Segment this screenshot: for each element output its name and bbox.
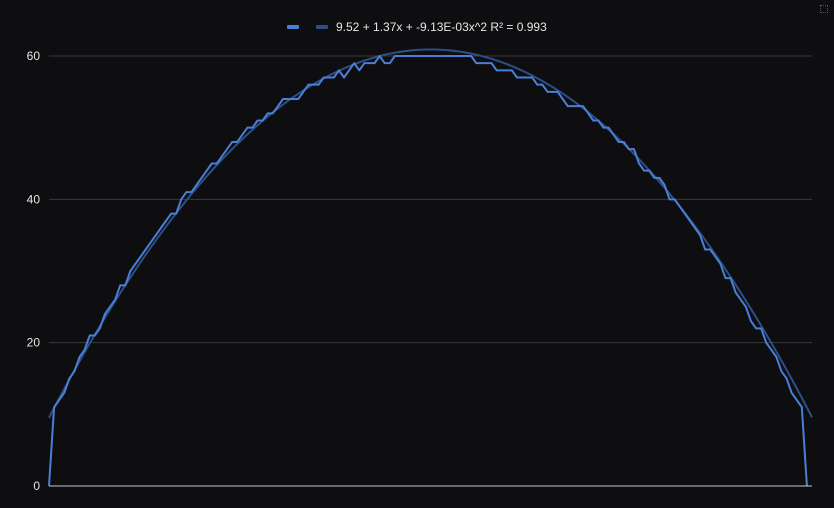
- legend-label-trendline: 9.52 + 1.37x + -9.13E-03x^2 R² = 0.993: [336, 20, 547, 34]
- y-tick-label-60: 60: [27, 49, 41, 63]
- legend[interactable]: 9.52 + 1.37x + -9.13E-03x^2 R² = 0.993: [287, 20, 547, 34]
- y-tick-label-0: 0: [33, 479, 40, 493]
- y-tick-label-20: 20: [27, 336, 41, 350]
- legend-swatch-series: [287, 25, 299, 29]
- series-line: [48, 55, 808, 487]
- y-axis-ticks: 0 20 40 60: [27, 49, 41, 493]
- corner-handle-icon: [820, 5, 828, 13]
- legend-swatch-trendline: [316, 25, 328, 29]
- series: [48, 55, 808, 487]
- y-tick-label-40: 40: [27, 192, 41, 206]
